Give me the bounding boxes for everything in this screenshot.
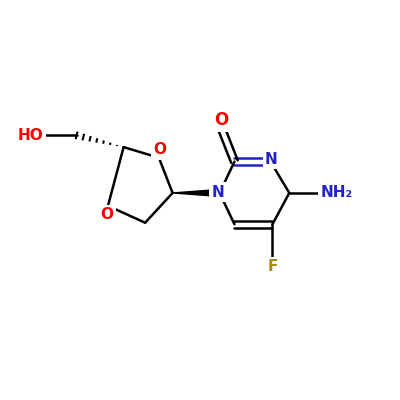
Text: N: N [265,152,278,167]
Text: O: O [101,207,114,222]
Text: O: O [214,111,228,129]
Text: N: N [265,152,278,167]
Text: O: O [214,111,228,129]
Text: O: O [101,207,114,222]
Text: F: F [267,259,278,274]
Text: O: O [153,142,166,157]
Text: HO: HO [18,128,43,143]
Text: HO: HO [18,128,43,143]
Text: NH₂: NH₂ [321,186,353,200]
Text: F: F [267,259,278,274]
Text: N: N [211,185,224,200]
Polygon shape [172,190,220,196]
Text: O: O [153,142,166,157]
Text: NH₂: NH₂ [321,186,353,200]
Text: N: N [211,185,224,200]
